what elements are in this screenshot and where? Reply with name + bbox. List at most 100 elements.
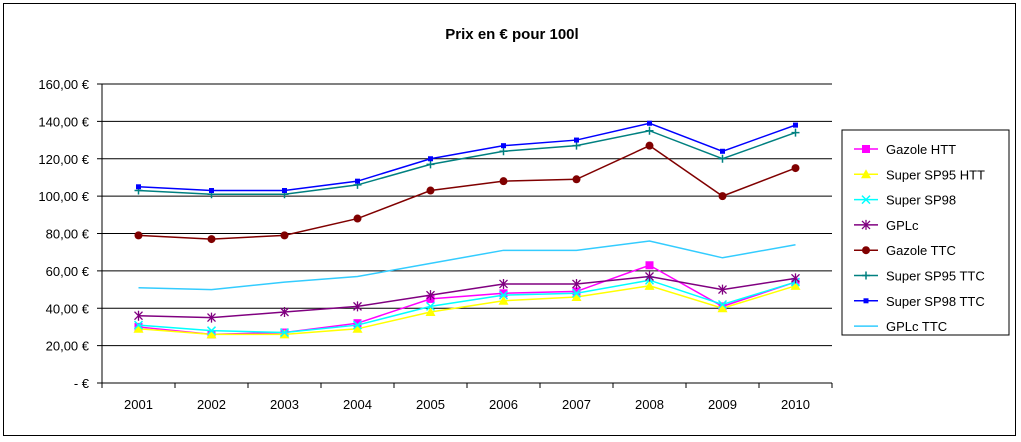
- data-point: [426, 186, 435, 195]
- data-point: [861, 195, 871, 205]
- series-line: [138, 144, 796, 240]
- data-point: [720, 148, 725, 154]
- x-tick-label: 2004: [343, 397, 372, 412]
- data-point: [499, 278, 508, 289]
- data-point: [645, 261, 654, 270]
- x-tick-label: 2002: [197, 397, 226, 412]
- data-point: [209, 188, 214, 194]
- data-point: [352, 323, 363, 333]
- line-chart: Prix en € pour 100l - € 20,00 € 40,00 € 60,…: [38, 26, 1010, 412]
- x-tick-label: 2001: [124, 397, 153, 412]
- y-tick-label: 20,00 €: [46, 339, 90, 354]
- legend-label: GPLc TTC: [886, 319, 947, 334]
- x-tick-label: 2005: [416, 397, 445, 412]
- x-tick-label: 2003: [270, 397, 299, 412]
- chart-area: Prix en € pour 100l - € 20,00 € 40,00 € 60,…: [3, 3, 1016, 436]
- x-tick-label: 2009: [708, 397, 737, 412]
- data-point: [280, 231, 289, 240]
- y-tick-label: 60,00 €: [46, 264, 90, 279]
- y-tick-label: 160,00 €: [38, 77, 89, 92]
- x-tick-label: 2007: [562, 397, 591, 412]
- series-super-sp98: [133, 275, 801, 338]
- data-point: [207, 235, 216, 244]
- x-tick-label: 2006: [489, 397, 518, 412]
- series-super-sp98-ttc: [136, 120, 798, 194]
- data-point: [133, 320, 144, 330]
- legend-label: Gazole HTT: [886, 142, 956, 157]
- data-point: [279, 329, 290, 339]
- data-point: [571, 288, 582, 298]
- data-point: [793, 122, 798, 128]
- data-point: [790, 280, 801, 290]
- data-point: [572, 287, 581, 296]
- series-line: [138, 240, 796, 291]
- data-point: [353, 301, 362, 312]
- axes: [97, 83, 833, 388]
- legend-label: Super SP95 HTT: [886, 167, 985, 182]
- legend: Gazole HTT Super SP95 HTT Super SP98 GPLc Ga…: [841, 129, 1010, 336]
- data-point: [425, 306, 436, 316]
- data-point: [645, 141, 654, 150]
- series-gplc: [134, 271, 800, 323]
- y-tick-label: 120,00 €: [38, 152, 89, 167]
- data-point: [134, 310, 143, 321]
- data-point: [352, 320, 363, 330]
- data-point: [718, 284, 727, 295]
- data-point: [717, 299, 728, 310]
- data-point: [425, 301, 436, 311]
- data-point: [717, 303, 728, 313]
- data-point: [499, 177, 508, 186]
- x-axis-tick-labels: 2001 2002 2003 2004 2005 2006 2007 2008 2009 2010: [124, 397, 810, 412]
- data-point: [206, 326, 217, 336]
- data-point: [791, 164, 800, 173]
- data-point: [426, 160, 435, 169]
- series-line: [138, 279, 796, 334]
- data-point: [861, 219, 871, 230]
- data-point: [353, 319, 362, 328]
- data-point: [862, 271, 870, 280]
- series-gazole-ttc: [134, 141, 800, 244]
- legend-entry: GPLc TTC: [854, 319, 947, 334]
- legend-label: GPLc: [886, 218, 919, 233]
- series-line: [138, 275, 796, 319]
- data-point: [571, 292, 582, 302]
- gridlines: [102, 83, 832, 383]
- legend-entry: GPLc: [854, 218, 919, 233]
- y-tick-label: 100,00 €: [38, 189, 89, 204]
- data-point: [572, 175, 581, 184]
- data-point: [428, 156, 433, 162]
- data-point: [862, 145, 870, 153]
- legend-entry: Gazole TTC: [854, 243, 956, 258]
- data-point: [499, 289, 508, 298]
- data-point: [718, 154, 727, 163]
- data-point: [499, 147, 508, 156]
- data-point: [426, 290, 435, 301]
- series-lines: [133, 120, 801, 339]
- y-tick-label: 140,00 €: [38, 114, 89, 129]
- data-point: [645, 271, 654, 282]
- data-point: [501, 143, 506, 149]
- data-point: [282, 188, 287, 194]
- series-line: [138, 285, 796, 336]
- data-point: [207, 312, 216, 323]
- data-point: [355, 178, 360, 184]
- data-point: [498, 295, 509, 305]
- data-point: [280, 306, 289, 317]
- data-point: [498, 290, 509, 300]
- data-point: [862, 246, 870, 255]
- data-point: [136, 184, 141, 190]
- chart-title: Prix en € pour 100l: [445, 26, 578, 43]
- data-point: [134, 231, 143, 240]
- data-point: [791, 128, 800, 137]
- legend-label: Super SP98: [886, 193, 956, 208]
- data-point: [133, 323, 144, 333]
- legend-entry: Gazole HTT: [854, 142, 956, 157]
- legend-label: Gazole TTC: [886, 243, 956, 258]
- data-point: [574, 137, 579, 143]
- y-axis-tick-labels: - € 20,00 € 40,00 € 60,00 € 80,00 € 100,00 € 1…: [38, 77, 89, 391]
- data-point: [791, 273, 800, 284]
- data-point: [572, 141, 581, 150]
- series-line: [138, 122, 796, 192]
- series-line: [138, 264, 796, 336]
- legend-entry: Super SP95 TTC: [854, 269, 985, 284]
